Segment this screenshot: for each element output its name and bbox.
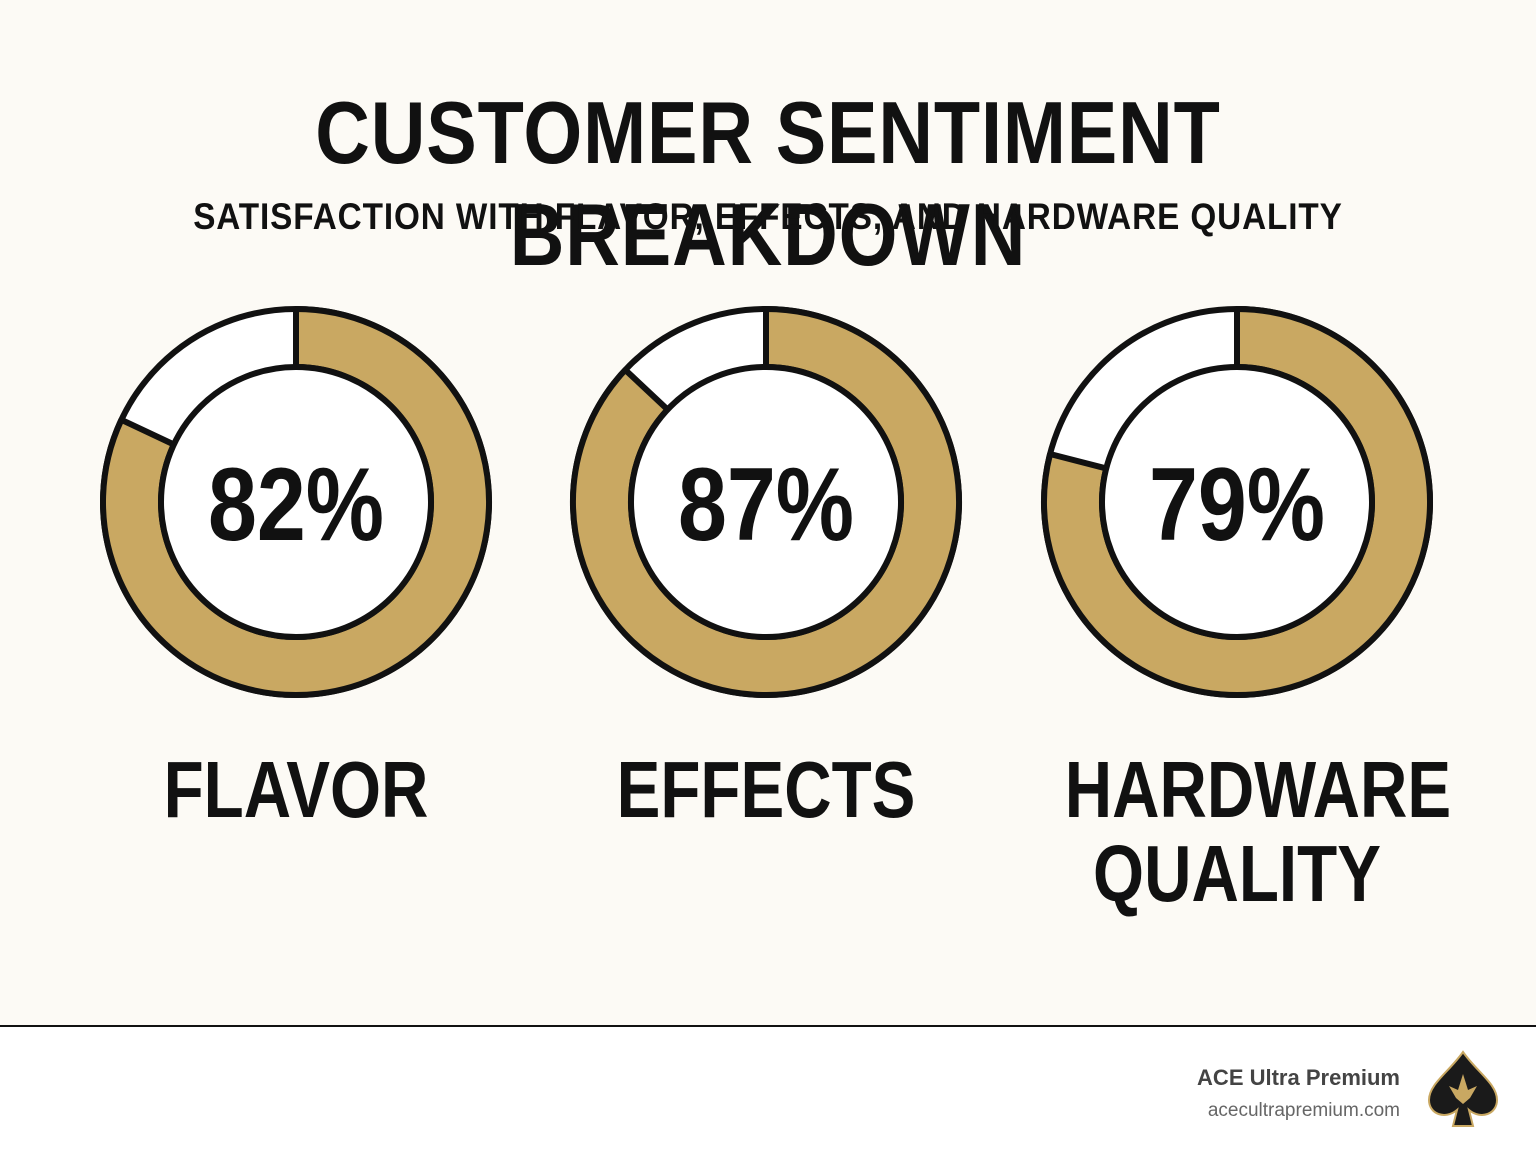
title: CUSTOMER SENTIMENT BREAKDOWN [315, 83, 1221, 284]
donut-hole [158, 364, 434, 640]
donut-label: EFFECTS [616, 745, 916, 834]
logo [1427, 1050, 1499, 1127]
brand: ACE Ultra Premium [1197, 1065, 1400, 1090]
url: acecultrapremium.com [1207, 1100, 1400, 1121]
donut-label: FLAVOR [163, 745, 429, 834]
value-label: 82% [208, 447, 384, 563]
donut-hole [1099, 364, 1375, 640]
value-label: 79% [1149, 447, 1325, 563]
footer [0, 1025, 1536, 1156]
donut-hole [628, 364, 904, 640]
subtitle: SATISFACTION WITH FLAVOR, EFFECTS, AND H… [193, 196, 1343, 237]
value-label: 87% [678, 447, 854, 563]
donut-label: HARDWARE QUALITY [1064, 745, 1452, 918]
